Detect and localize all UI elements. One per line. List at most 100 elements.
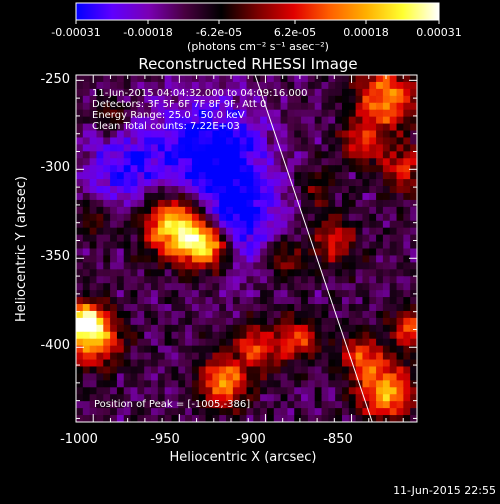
image-pixel [335, 366, 343, 375]
image-pixel [205, 359, 213, 368]
image-pixel [396, 262, 404, 270]
image-pixel [294, 415, 302, 422]
image-pixel [260, 394, 268, 402]
image-pixel [212, 290, 220, 298]
image-pixel [389, 415, 398, 422]
image-pixel [355, 317, 364, 326]
image-pixel [110, 116, 118, 125]
image-pixel [151, 338, 159, 347]
image-pixel [260, 130, 268, 139]
image-pixel [171, 109, 179, 118]
image-pixel [294, 213, 302, 222]
image-pixel [137, 81, 145, 90]
image-pixel [103, 373, 111, 381]
image-pixel [212, 269, 220, 277]
image-pixel [96, 75, 104, 83]
image-pixel [185, 151, 193, 159]
image-pixel [307, 331, 316, 340]
image-pixel [410, 213, 417, 222]
image-pixel [335, 401, 343, 409]
image-pixel [219, 290, 227, 298]
image-pixel [164, 297, 173, 305]
image-pixel [348, 151, 357, 159]
image-pixel [164, 387, 173, 395]
image-pixel [76, 172, 84, 180]
image-pixel [369, 116, 377, 125]
image-pixel [348, 387, 357, 395]
image-pixel [76, 262, 84, 270]
image-pixel [76, 158, 84, 166]
image-pixel [110, 165, 118, 173]
image-pixel [335, 88, 343, 97]
image-pixel [103, 75, 111, 83]
image-pixel [219, 352, 227, 361]
image-pixel [403, 95, 411, 104]
image-pixel [191, 255, 200, 263]
image-pixel [403, 324, 411, 333]
image-pixel [328, 262, 336, 270]
image-pixel [157, 415, 166, 422]
image-pixel [144, 415, 152, 422]
image-pixel [151, 88, 159, 97]
image-pixel [212, 102, 220, 111]
image-pixel [246, 373, 254, 381]
image-pixel [348, 241, 357, 250]
image-pixel [287, 255, 295, 263]
image-pixel [130, 130, 138, 139]
image-pixel [328, 241, 336, 250]
image-pixel [287, 387, 295, 395]
image-pixel [191, 151, 200, 159]
image-pixel [328, 192, 336, 201]
image-pixel [185, 310, 193, 319]
image-pixel [294, 317, 302, 326]
image-pixel [246, 206, 254, 215]
image-pixel [335, 199, 343, 208]
image-pixel [382, 262, 391, 270]
image-pixel [191, 234, 200, 243]
image-pixel [123, 317, 132, 326]
image-pixel [369, 88, 377, 97]
image-pixel [294, 172, 302, 180]
image-pixel [280, 172, 289, 180]
image-pixel [76, 373, 84, 381]
image-pixel [266, 366, 275, 375]
image-pixel [335, 248, 343, 257]
image-pixel [246, 394, 254, 402]
image-pixel [328, 415, 336, 422]
image-pixel [164, 248, 173, 257]
image-pixel [301, 109, 309, 118]
image-pixel [246, 95, 254, 104]
image-pixel [130, 144, 138, 152]
image-pixel [212, 380, 220, 388]
image-pixel [219, 172, 227, 180]
image-pixel [137, 95, 145, 104]
image-pixel [376, 255, 384, 263]
image-pixel [226, 401, 234, 409]
image-pixel [123, 158, 132, 166]
image-pixel [123, 241, 132, 250]
image-pixel [348, 130, 357, 139]
image-pixel [382, 206, 391, 215]
image-pixel [191, 186, 200, 194]
image-pixel [137, 345, 145, 354]
image-pixel [185, 352, 193, 361]
image-pixel [157, 241, 166, 250]
image-pixel [151, 151, 159, 159]
image-pixel [89, 192, 98, 201]
image-pixel [260, 276, 268, 284]
image-pixel [96, 88, 104, 97]
image-pixel [369, 401, 377, 409]
image-pixel [396, 297, 404, 305]
image-pixel [376, 158, 384, 166]
image-pixel [110, 366, 118, 375]
image-pixel [260, 415, 268, 422]
image-pixel [164, 338, 173, 347]
image-pixel [294, 158, 302, 166]
image-pixel [403, 206, 411, 215]
image-pixel [355, 81, 364, 90]
image-pixel [369, 75, 377, 83]
image-pixel [389, 290, 398, 298]
image-pixel [403, 109, 411, 118]
image-pixel [335, 95, 343, 104]
image-pixel [116, 137, 125, 145]
